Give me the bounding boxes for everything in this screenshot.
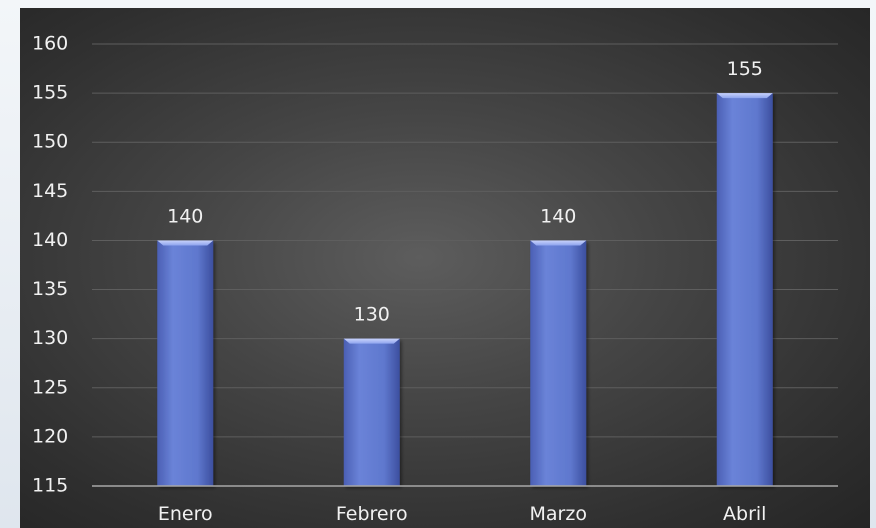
data-label: 155 (727, 58, 763, 80)
y-tick-label: 150 (32, 131, 68, 153)
y-tick-label: 140 (32, 229, 68, 251)
y-tick-label: 130 (32, 327, 68, 349)
bar-top-bevel (530, 240, 587, 246)
data-label: 140 (167, 205, 203, 227)
y-tick-label: 145 (32, 180, 68, 202)
x-axis-labels: Enero Febrero Marzo Abril (158, 503, 767, 525)
y-tick-label: 155 (32, 82, 68, 104)
y-tick-label: 135 (32, 278, 68, 300)
bar (343, 338, 400, 486)
data-label: 130 (354, 304, 390, 326)
y-axis-labels: 115 120 125 130 135 140 145 150 155 160 (32, 33, 68, 497)
bar-chart: 115 120 125 130 135 140 145 150 155 160 Enero Febr… (32, 33, 838, 525)
category-label: Enero (158, 503, 213, 525)
y-tick-label: 115 (32, 475, 68, 497)
y-tick-label: 125 (32, 376, 68, 398)
data-labels: 140 130 140 155 (167, 58, 763, 326)
bar-top-bevel (716, 93, 773, 99)
bar-top-bevel (157, 240, 214, 246)
bar (530, 240, 587, 486)
chart-area: 115 120 125 130 135 140 145 150 155 160 Enero Febr… (20, 8, 870, 528)
grid-lines (92, 43, 838, 438)
bar (157, 240, 214, 486)
category-label: Abril (723, 503, 766, 525)
bars (157, 93, 773, 486)
bar-top-bevel (343, 338, 400, 344)
category-label: Marzo (530, 503, 587, 525)
data-label: 140 (540, 205, 576, 227)
category-label: Febrero (336, 503, 408, 525)
bar (716, 93, 773, 486)
y-tick-label: 120 (32, 425, 68, 447)
y-tick-label: 160 (32, 33, 68, 55)
